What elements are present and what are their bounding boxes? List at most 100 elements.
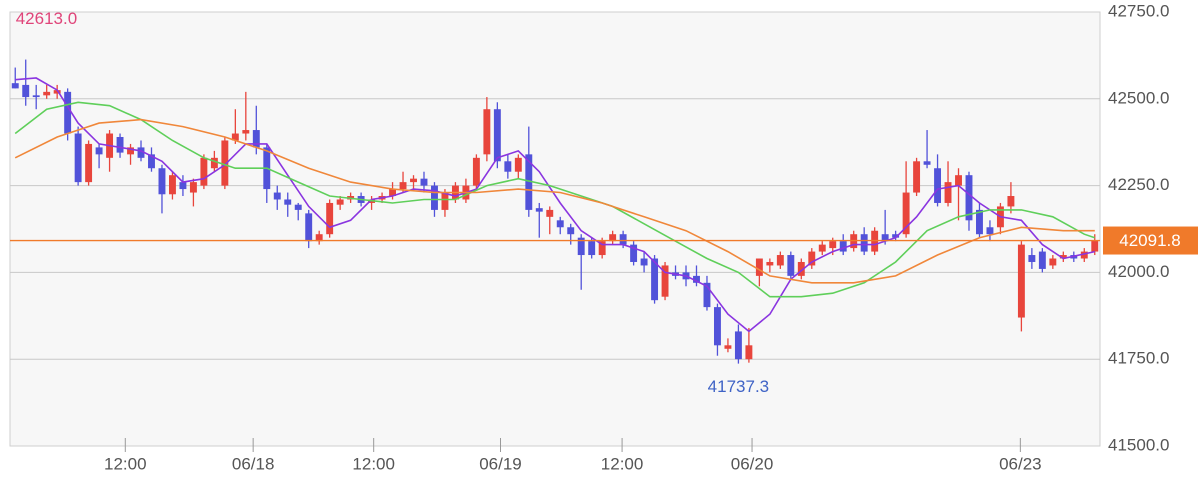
candle-body (242, 130, 250, 134)
candle-body (294, 204, 302, 210)
candle-body (923, 161, 931, 165)
candle-body (567, 227, 575, 235)
x-tick-label: 12:00 (601, 454, 644, 473)
candle-body (472, 157, 480, 186)
candle-body (179, 182, 187, 190)
candle-body (934, 168, 942, 203)
candle-body (766, 261, 774, 266)
candle-body (965, 175, 973, 221)
candle-body (546, 209, 554, 217)
moving-average-line (15, 77, 1095, 333)
candle-body (116, 136, 124, 153)
low-label: 41737.3 (708, 377, 769, 396)
candle-body (1049, 258, 1057, 266)
candle-body (210, 157, 218, 169)
candle-body (913, 161, 921, 193)
candle-body (441, 192, 449, 210)
y-tick-label: 42750.0 (1108, 1, 1169, 20)
x-tick-label: 06/23 (999, 454, 1042, 473)
candle-body (399, 182, 407, 190)
y-tick-label: 42250.0 (1108, 175, 1169, 194)
candle-body (221, 140, 229, 186)
x-tick-label: 12:00 (352, 454, 395, 473)
candle-body (535, 208, 543, 212)
candle-body (420, 178, 428, 186)
candle-body (1028, 255, 1036, 262)
candle-body (231, 133, 239, 141)
x-tick-label: 12:00 (104, 454, 147, 473)
candle-body (588, 241, 596, 256)
candle-body (189, 182, 197, 193)
candle-body (734, 331, 742, 360)
candle-body (818, 244, 826, 252)
y-tick-label: 41750.0 (1108, 349, 1169, 368)
candle-body (493, 109, 501, 162)
candle-body (829, 241, 837, 249)
candle-body (504, 161, 512, 172)
candle-body (11, 83, 19, 89)
candle-body (389, 189, 397, 197)
candle-body (703, 282, 711, 308)
x-tick-label: 06/19 (479, 454, 522, 473)
candle-body (252, 130, 260, 148)
candle-body (336, 199, 344, 205)
candle-body (902, 192, 910, 235)
candle-body (1091, 240, 1099, 252)
candle-body (693, 275, 700, 283)
x-tick-label: 06/20 (731, 454, 774, 473)
candle-body (148, 154, 155, 169)
candle-body (860, 234, 868, 252)
candle-body (797, 261, 805, 276)
candle-body (955, 175, 962, 186)
candle-body (556, 220, 564, 228)
candle-body (598, 241, 606, 256)
candle-body (881, 234, 889, 242)
candle-body (483, 109, 491, 155)
candle-body (892, 234, 900, 238)
last-price-label: 42091.8 (1119, 231, 1180, 250)
candle-body (661, 265, 669, 297)
candle-body (74, 133, 82, 183)
moving-average-line (14, 101, 1096, 298)
candle-body (630, 244, 638, 262)
candle-body (22, 84, 30, 98)
plot-area (9, 11, 1101, 447)
candle-body (1059, 255, 1067, 259)
candle-body (525, 154, 533, 210)
candle-body (1007, 196, 1015, 207)
candle-body (514, 157, 522, 172)
candle-body (577, 237, 585, 256)
candle-body (137, 147, 145, 158)
candle-body (168, 175, 176, 195)
candle-body (1038, 251, 1046, 269)
candle-body (158, 168, 166, 195)
y-tick-label: 42500.0 (1108, 88, 1169, 107)
candle-body (808, 251, 816, 266)
candle-body (326, 202, 334, 235)
candle-body (200, 157, 208, 186)
candle-body (976, 209, 983, 235)
candle-body (609, 234, 617, 242)
candle-body (85, 143, 93, 183)
candle-body (431, 185, 438, 210)
candle-body (53, 90, 61, 94)
y-tick-label: 41500.0 (1108, 435, 1169, 454)
candle-body (776, 255, 784, 266)
candle-body (839, 241, 847, 252)
candle-body (713, 307, 721, 346)
candle-body (651, 258, 659, 301)
candle-body (787, 255, 795, 276)
candle-body (619, 234, 627, 245)
candle-body (284, 199, 292, 205)
y-tick-label: 42000.0 (1108, 262, 1169, 281)
x-tick-label: 06/18 (232, 454, 275, 473)
candle-body (95, 147, 103, 155)
candle-body (724, 345, 732, 349)
candle-body (1080, 251, 1088, 259)
candle-body (273, 192, 281, 200)
candle-body (745, 345, 753, 360)
candle-body (986, 227, 994, 235)
candle-body (1017, 244, 1025, 318)
moving-average-line (14, 118, 1095, 284)
